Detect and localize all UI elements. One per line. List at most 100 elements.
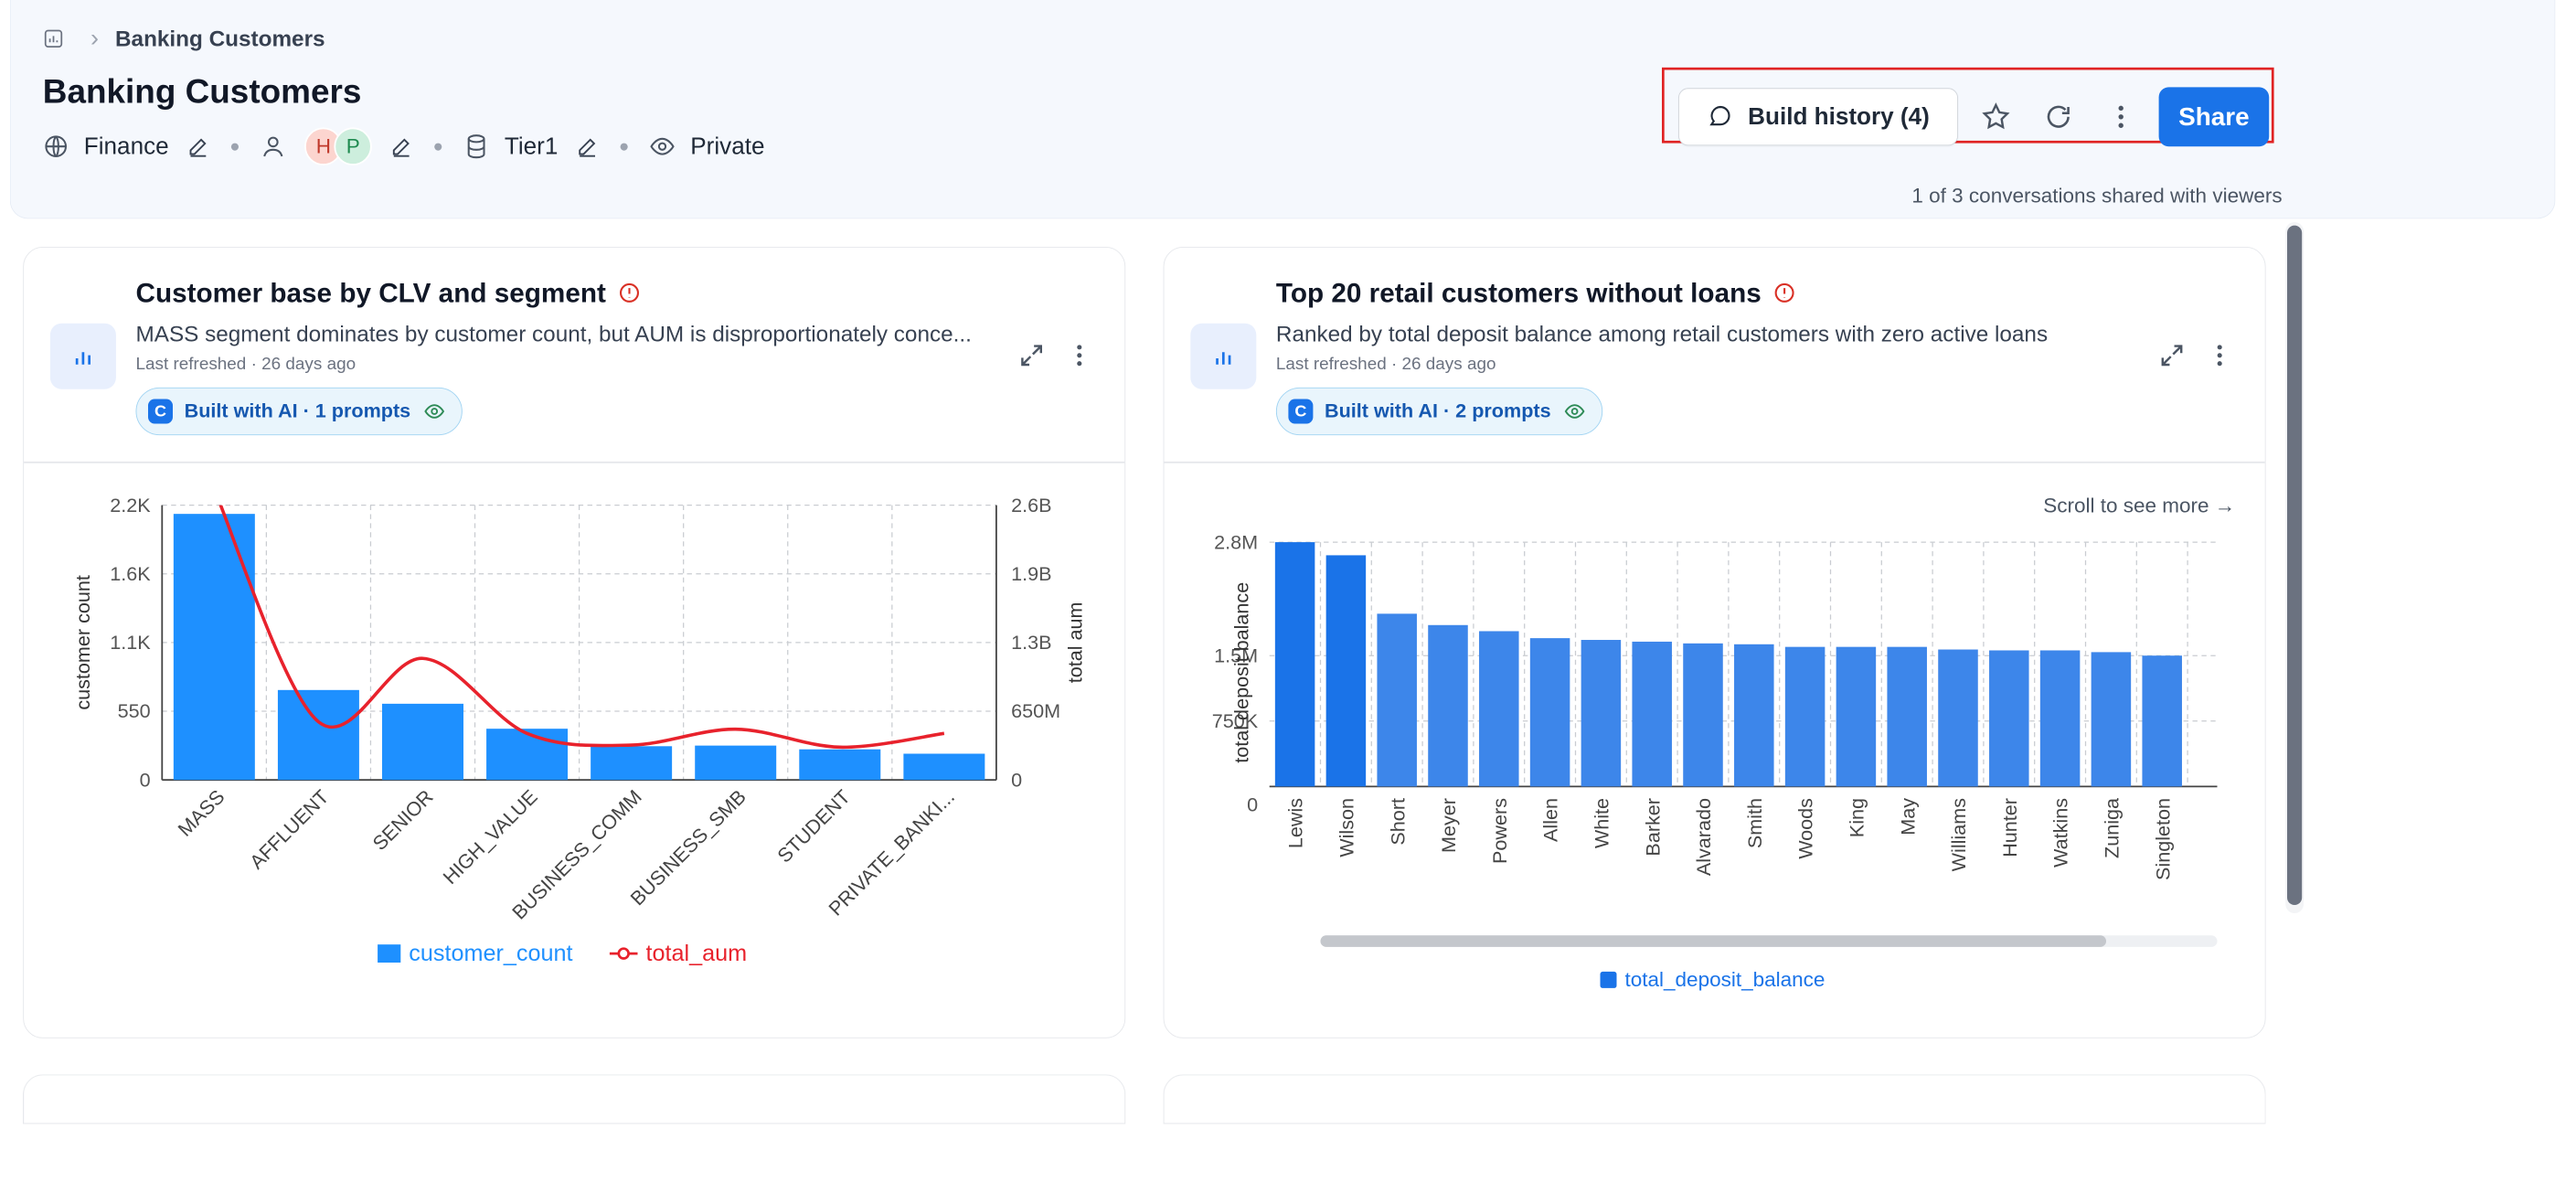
x-tick-label: Williams xyxy=(1947,798,1970,872)
warning-icon[interactable] xyxy=(617,282,640,304)
share-button[interactable]: Share xyxy=(2158,87,2270,147)
legend-label-total-aum: total_aum xyxy=(646,941,748,966)
y-tick-label: 1.5M xyxy=(1214,644,1258,666)
edit-domain-icon[interactable] xyxy=(186,135,209,158)
y2-axis-title: total aum xyxy=(1064,602,1087,684)
bar-chart-icon xyxy=(1190,323,1257,389)
bar-deposit-balance xyxy=(1377,613,1417,787)
chevron-right-icon: › xyxy=(90,25,99,52)
legend-swatch-deposit xyxy=(1600,971,1617,988)
separator-dot xyxy=(434,143,442,151)
chat-history-icon xyxy=(1708,105,1730,126)
ai-logo-icon: C xyxy=(1288,399,1314,424)
bar-deposit-balance xyxy=(1989,650,2029,787)
chart-title: Top 20 retail customers without loans xyxy=(1276,277,1796,308)
last-refreshed: Last refreshed · 26 days ago xyxy=(1275,354,1496,374)
ai-badge-label: Built with AI · 1 prompts xyxy=(184,399,411,422)
favorite-star-icon[interactable] xyxy=(1978,99,2015,135)
bar-deposit-balance xyxy=(2142,655,2182,787)
y-tick-label: 0 xyxy=(1247,793,1258,815)
database-icon xyxy=(467,134,485,159)
scroll-hint: Scroll to see more → xyxy=(2043,494,2236,518)
bar-customer-count xyxy=(277,689,359,781)
legend-label-deposit: total_deposit_balance xyxy=(1625,968,1826,991)
page-scrollbar-thumb[interactable] xyxy=(2287,225,2303,906)
bar-deposit-balance xyxy=(1784,646,1826,787)
chart-card-partial xyxy=(23,1074,1126,1124)
y-tick-label: 2.8M xyxy=(1214,530,1258,553)
build-history-button[interactable]: Build history (4) xyxy=(1678,88,1958,146)
top-customers-chart[interactable]: 0 750K 1.5M 2.8M Lewis Wilson Short Meyer Powers… xyxy=(1165,463,2267,1031)
x-tick-label: Singleton xyxy=(2151,798,2174,880)
edit-tier-icon[interactable] xyxy=(576,135,599,158)
y2-tick-label: 2.6B xyxy=(1011,494,1051,516)
y-tick-label: 1.1K xyxy=(110,631,151,654)
y-tick-label: 0 xyxy=(140,768,151,791)
chart-title: Customer base by CLV and segment xyxy=(136,277,641,308)
y2-tick-label: 0 xyxy=(1011,768,1022,791)
expand-icon[interactable] xyxy=(2158,342,2187,370)
chart-description: Ranked by total deposit balance among re… xyxy=(1275,321,2049,346)
chart-description: MASS segment dominates by customer count… xyxy=(135,321,972,346)
x-tick-label: Allen xyxy=(1539,798,1562,842)
bar-deposit-balance xyxy=(1734,644,1774,787)
y-tick-label: 1.6K xyxy=(110,562,151,585)
y-axis-title: total deposit balance xyxy=(1229,582,1252,763)
card-menu-icon[interactable] xyxy=(1066,342,1094,370)
chart-card-top-customers: Top 20 retail customers without loans Ra… xyxy=(1163,247,2267,1038)
bar-customer-count xyxy=(799,749,881,781)
y2-tick-label: 650M xyxy=(1011,699,1060,722)
expand-icon[interactable] xyxy=(1017,342,1046,370)
x-tick-label: Wilson xyxy=(1336,798,1358,857)
x-tick-label: Powers xyxy=(1488,798,1511,864)
bar-customer-count xyxy=(903,753,985,781)
built-with-ai-badge[interactable]: C Built with AI · 1 prompts xyxy=(135,387,463,436)
y-tick-label: 2.2K xyxy=(110,494,151,516)
dashboard-icon[interactable] xyxy=(43,28,64,49)
bar-deposit-balance xyxy=(1683,643,1723,787)
refresh-icon[interactable] xyxy=(2040,99,2077,135)
legend-label-customer-count: customer_count xyxy=(409,941,572,966)
build-history-label: Build history (4) xyxy=(1748,102,1930,130)
edit-owners-icon[interactable] xyxy=(390,135,413,158)
page-scrollbar[interactable] xyxy=(2285,222,2304,913)
legend-marker-total-aum xyxy=(617,947,630,960)
x-tick-label: Zuniga xyxy=(2101,798,2124,858)
user-icon xyxy=(263,136,283,157)
x-tick-label: HIGH_VALUE xyxy=(438,785,541,889)
ai-badge-label: Built with AI · 2 prompts xyxy=(1325,399,1551,422)
eye-icon xyxy=(650,137,675,155)
x-tick-label: Short xyxy=(1386,798,1409,846)
bar-deposit-balance xyxy=(1938,649,1978,787)
bar-deposit-balance xyxy=(1836,646,1877,787)
owner-avatar[interactable]: P xyxy=(334,127,372,165)
line-total-aum xyxy=(218,505,945,750)
separator-dot xyxy=(231,143,240,151)
eye-icon xyxy=(1564,404,1585,419)
bar-customer-count xyxy=(173,514,255,781)
dashboard-meta: Finance H P Tier1 Private xyxy=(43,127,765,165)
chart-card-clv-segment: Customer base by CLV and segment MASS se… xyxy=(23,247,1126,1038)
y-tick-label: 750K xyxy=(1212,709,1259,732)
separator-dot xyxy=(620,143,628,151)
globe-icon xyxy=(45,135,68,158)
built-with-ai-badge[interactable]: C Built with AI · 2 prompts xyxy=(1275,387,1603,436)
bar-deposit-balance xyxy=(1325,555,1367,787)
warning-icon[interactable] xyxy=(1772,282,1795,304)
x-tick-label: SENIOR xyxy=(367,785,437,855)
dashboard-header xyxy=(9,0,2556,219)
tier-label: Tier1 xyxy=(504,133,559,160)
x-tick-label: Lewis xyxy=(1284,798,1307,848)
eye-icon xyxy=(424,404,445,419)
legend-swatch-customer-count xyxy=(378,944,401,963)
more-options-icon[interactable] xyxy=(2102,99,2139,135)
visibility-label[interactable]: Private xyxy=(690,133,765,160)
domain-label: Finance xyxy=(83,133,169,160)
x-tick-label: King xyxy=(1846,798,1868,837)
breadcrumb: › Banking Customers xyxy=(43,25,325,52)
shared-conversations-note: 1 of 3 conversations shared with viewers xyxy=(1911,184,2283,208)
card-menu-icon[interactable] xyxy=(2206,342,2234,370)
x-tick-label: Barker xyxy=(1641,798,1664,857)
ai-logo-icon: C xyxy=(148,399,173,424)
last-refreshed: Last refreshed · 26 days ago xyxy=(135,354,357,374)
